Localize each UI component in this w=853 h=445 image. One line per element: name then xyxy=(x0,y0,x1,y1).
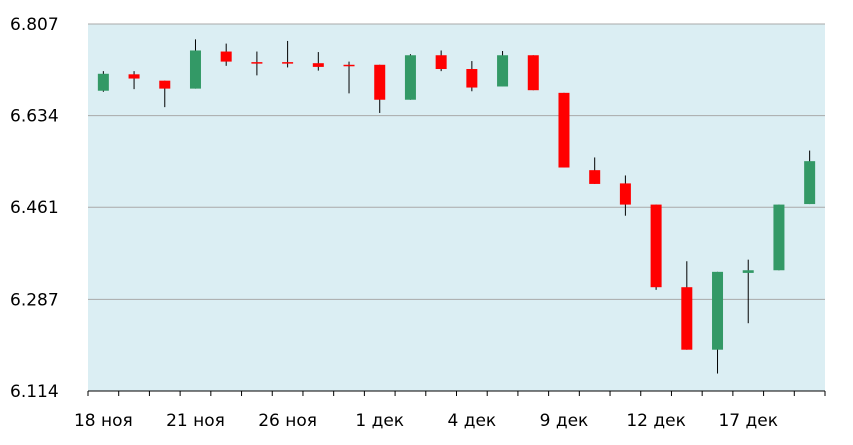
candle-body-up xyxy=(404,55,416,100)
gridlines xyxy=(88,23,825,300)
candle-body-up xyxy=(773,204,785,271)
y-tick-label: 6.807 xyxy=(10,15,59,35)
candle-body-up xyxy=(804,161,816,205)
candle-body-up xyxy=(497,55,509,87)
candle-body-down xyxy=(681,287,693,350)
x-tick-label: 12 дек xyxy=(626,411,686,431)
candle-body-down xyxy=(251,62,263,64)
candle-body-down xyxy=(558,92,570,168)
candle-body-down xyxy=(128,74,140,79)
candle-body-down xyxy=(312,63,324,67)
x-axis-ticks: 18 ноя 21 ноя 26 ноя 1 дек 4 дек 9 дек 12 дек 1… xyxy=(74,391,826,431)
candle-body-down xyxy=(650,204,662,288)
x-tick-label: 21 ноя xyxy=(166,411,225,431)
candle-body-down xyxy=(619,183,631,205)
y-tick-label: 6.114 xyxy=(10,382,59,402)
candle-body-down xyxy=(466,69,478,88)
candle-body-up xyxy=(189,50,201,89)
candle-body-down xyxy=(282,62,294,64)
y-axis-ticks: 6.807 6.634 6.461 6.287 6.114 xyxy=(10,15,59,402)
candle-body-up xyxy=(742,270,754,273)
candle-body-down xyxy=(159,80,171,89)
x-tick-label: 17 дек xyxy=(718,411,778,431)
y-tick-label: 6.461 xyxy=(10,198,59,218)
candle-body-down xyxy=(589,170,601,184)
candle-body-up xyxy=(712,271,724,350)
candle-body-down xyxy=(343,64,355,67)
x-tick-label: 18 ноя xyxy=(74,411,133,431)
x-tick-label: 26 ноя xyxy=(258,411,317,431)
x-tick-label: 1 дек xyxy=(355,411,404,431)
candle-body-down xyxy=(374,64,386,100)
candle-body-down xyxy=(435,55,447,70)
x-tick-label: 4 дек xyxy=(448,411,497,431)
candle-body-down xyxy=(220,51,232,62)
candle-body-down xyxy=(527,55,539,91)
candle-body-up xyxy=(97,73,109,91)
y-tick-label: 6.287 xyxy=(10,290,59,310)
x-tick-label: 9 дек xyxy=(540,411,589,431)
y-tick-label: 6.634 xyxy=(10,107,59,127)
candles xyxy=(97,39,816,374)
